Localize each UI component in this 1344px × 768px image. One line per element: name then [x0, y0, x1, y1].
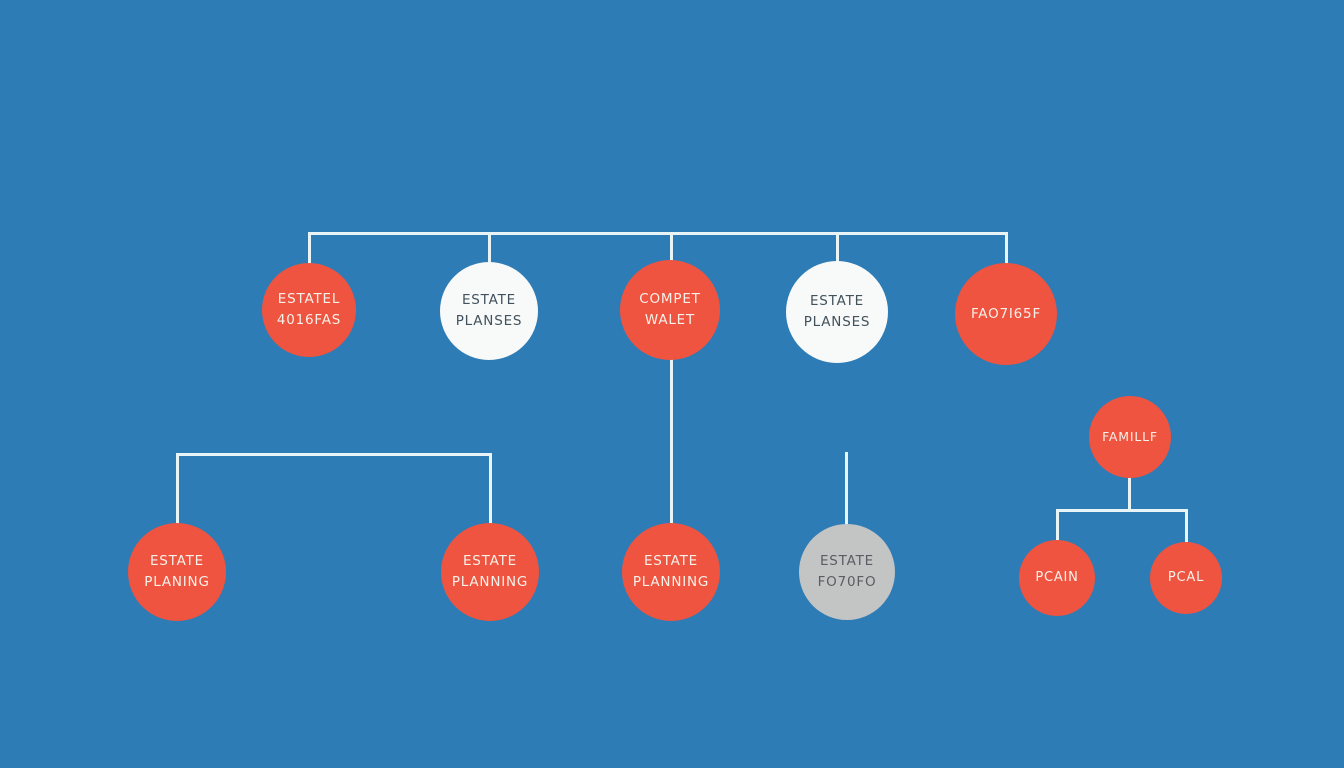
connector-stub-node-3 [670, 232, 673, 261]
node-estate-planses-1: ESTATE PLANSES [440, 262, 538, 360]
node-label: FAO7i65F [970, 305, 1042, 322]
node-label: ESTATE FO70FO [817, 553, 877, 590]
connector-right-drop-1 [1056, 509, 1059, 541]
node-label: ESTATE PLANING [144, 553, 210, 590]
connector-left-horizontal [176, 453, 492, 456]
connector-gray-node-stub [845, 452, 848, 525]
connector-middle-vertical [670, 359, 673, 524]
node-fao7i65f: FAO7i65F [955, 263, 1057, 365]
connector-left-drop-2 [489, 453, 492, 524]
node-label: PCAIN [1035, 569, 1079, 585]
connector-top-horizontal [308, 232, 1008, 235]
node-compet-walet: COMPET WALET [620, 260, 720, 360]
connector-left-drop-1 [176, 453, 179, 524]
node-label: ESTATEL 4016FAS [276, 291, 342, 328]
node-estate-planing: ESTATE PLANING [128, 523, 226, 621]
node-estate-fo70fo: ESTATE FO70FO [799, 524, 895, 620]
node-label: ESTATE PLANSES [803, 293, 871, 330]
node-pcain: PCAIN [1019, 540, 1095, 616]
connector-family-vertical [1128, 477, 1131, 511]
node-estate-planning-left: ESTATE PLANNING [441, 523, 539, 621]
connector-stub-node-1 [308, 232, 311, 264]
connector-stub-node-5 [1005, 232, 1008, 264]
node-label: COMPET WALET [639, 291, 701, 328]
connector-stub-node-4 [836, 232, 839, 262]
node-estate-planses-2: ESTATE PLANSES [786, 261, 888, 363]
node-estatel-4016fas: ESTATEL 4016FAS [262, 263, 356, 357]
node-label: FAMILLF [1102, 429, 1158, 445]
node-estate-planning-middle: ESTATE PLANNING [622, 523, 720, 621]
node-pcal: PCAL [1150, 542, 1222, 614]
node-label: ESTATE PLANNING [451, 553, 529, 590]
node-famillf: FAMILLF [1089, 396, 1171, 478]
node-label: PCAL [1167, 569, 1205, 585]
node-label: ESTATE PLANNING [632, 553, 710, 590]
node-label: ESTATE PLANSES [455, 292, 523, 329]
connector-right-horizontal [1056, 509, 1188, 512]
connector-right-drop-2 [1185, 509, 1188, 543]
connector-stub-node-2 [488, 232, 491, 263]
